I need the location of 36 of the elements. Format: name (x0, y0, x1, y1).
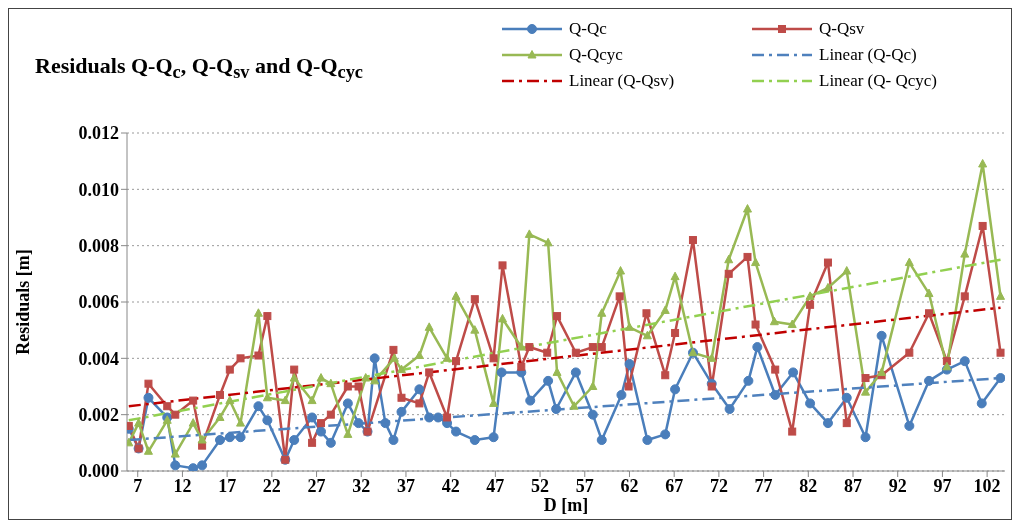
y-tick-label: 0.012 (78, 123, 119, 144)
x-tick-label: 52 (531, 475, 550, 496)
y-tick-label: 0.008 (78, 236, 119, 257)
x-tick-label: 92 (888, 475, 907, 496)
y-tick-label: 0.000 (78, 461, 119, 482)
legend-label: Linear (Q- Qcyc) (819, 71, 937, 91)
x-tick-label: 72 (709, 475, 728, 496)
legend-label: Linear (Q-Qsv) (569, 71, 675, 91)
y-tick-label: 0.006 (78, 292, 119, 313)
chart-title: Residuals Q-Q$_{c}$, Q-Q$_{sv}$ and Q-Q$_{cyc}$ (35, 53, 363, 84)
y-tick-label: 0.004 (78, 348, 119, 369)
legend-label: Q-Qc (569, 19, 607, 39)
x-tick-label: 42 (441, 475, 460, 496)
x-tick-label: 27 (307, 475, 326, 496)
x-tick-label: 22 (262, 475, 281, 496)
x-tick-label: 82 (799, 475, 818, 496)
x-tick-label: 37 (396, 475, 415, 496)
y-axis-title: Residuals [m] (13, 249, 34, 355)
x-tick-label: 67 (665, 475, 684, 496)
x-tick-label: 7 (133, 475, 143, 496)
x-tick-label: 47 (486, 475, 505, 496)
x-tick-label: 97 (933, 475, 952, 496)
y-tick-label: 0.002 (78, 405, 119, 426)
legend-label: Q-Qcyc (569, 45, 623, 65)
x-tick-label: 102 (973, 475, 1001, 496)
x-axis-title: D [m] (543, 495, 589, 515)
x-tick-label: 17 (218, 475, 237, 496)
x-tick-label: 12 (173, 475, 192, 496)
legend-label: Q-Qsv (819, 19, 865, 39)
y-tick-label: 0.010 (78, 179, 119, 200)
x-tick-label: 87 (844, 475, 862, 496)
x-tick-label: 77 (754, 475, 773, 496)
legend-label: Linear (Q-Qc) (819, 45, 917, 65)
x-tick-label: 57 (575, 475, 594, 496)
x-tick-label: 62 (620, 475, 639, 496)
x-tick-label: 32 (352, 475, 371, 496)
